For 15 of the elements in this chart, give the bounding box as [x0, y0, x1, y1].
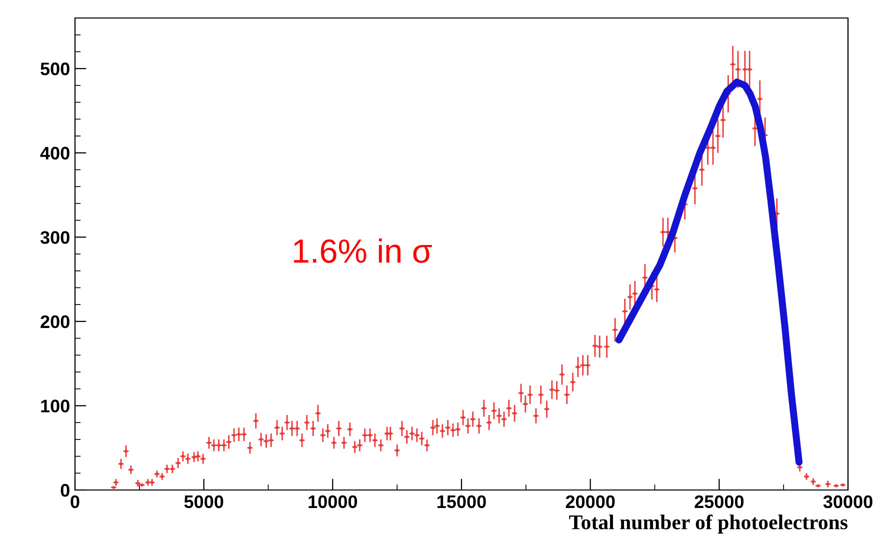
y-tick-label: 300: [40, 231, 70, 244]
y-tick-label: 500: [40, 62, 70, 76]
y-tick-label: 0: [60, 484, 70, 497]
y-tick-label: 100: [41, 400, 70, 412]
x-tick-label: 0: [70, 495, 80, 508]
x-axis-title: Total number of photoelectrons: [569, 514, 848, 534]
x-tick-label: 30000: [823, 495, 872, 508]
annotation: 1.6% in σ: [294, 238, 432, 263]
x-tick-label: 10000: [308, 495, 358, 508]
y-tick-label: 400: [40, 146, 70, 160]
x-tick-label: 20000: [566, 495, 615, 508]
x-tick-label: 15000: [438, 495, 486, 508]
x-tick-label: 5000: [184, 495, 224, 508]
x-tick-label: 25000: [694, 495, 744, 508]
y-tick-label: 200: [40, 315, 70, 328]
